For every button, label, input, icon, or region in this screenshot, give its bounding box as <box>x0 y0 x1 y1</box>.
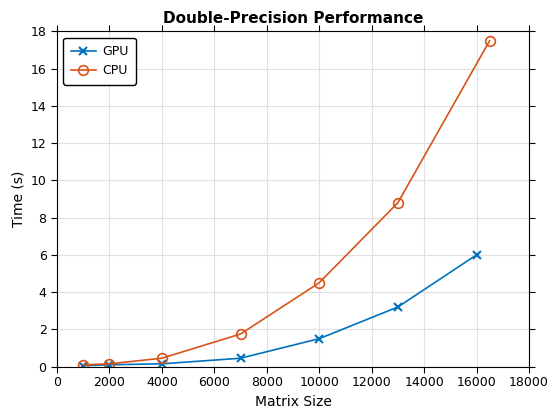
CPU <box>237 331 244 336</box>
Title: Double-Precision Performance: Double-Precision Performance <box>163 11 423 26</box>
Legend: GPU, CPU: GPU, CPU <box>63 38 136 85</box>
GPU <box>106 362 113 367</box>
GPU <box>237 356 244 361</box>
GPU <box>80 363 87 368</box>
Line: GPU: GPU <box>79 251 480 370</box>
CPU <box>80 362 87 367</box>
Line: CPU: CPU <box>78 36 494 370</box>
GPU <box>316 336 323 341</box>
CPU <box>316 280 323 285</box>
GPU <box>394 304 401 310</box>
CPU <box>106 361 113 366</box>
GPU <box>473 252 480 257</box>
CPU <box>158 356 165 361</box>
Y-axis label: Time (s): Time (s) <box>11 171 25 227</box>
CPU <box>394 200 401 205</box>
GPU <box>158 361 165 366</box>
X-axis label: Matrix Size: Matrix Size <box>254 395 332 409</box>
CPU <box>486 38 493 43</box>
